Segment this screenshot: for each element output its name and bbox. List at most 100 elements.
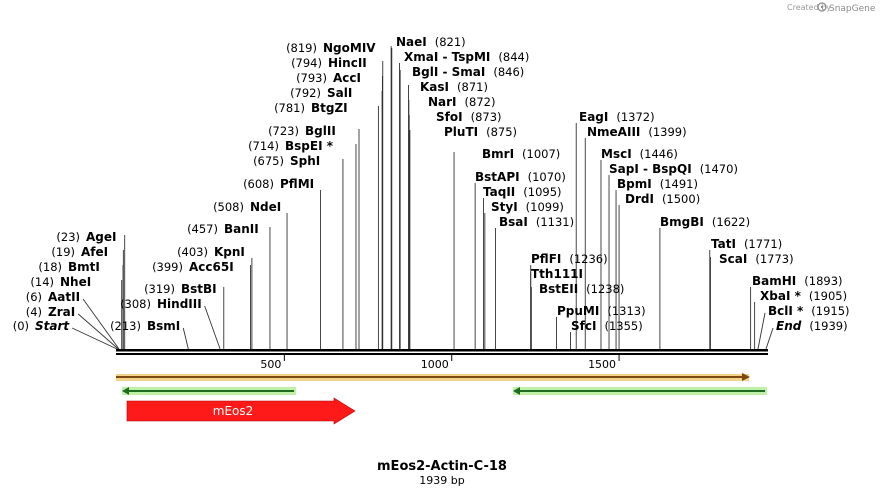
site-position-acci: (793) xyxy=(296,71,327,85)
site-position-sapi-bspqi: (1470) xyxy=(700,162,738,176)
site-position-eagi: (1372) xyxy=(616,110,654,124)
site-label-bmgbi: BmgBI xyxy=(660,215,704,229)
site-position-acc65i: (399) xyxy=(152,260,183,274)
site-leader-aatii xyxy=(82,298,120,350)
site-position-afei: (19) xyxy=(51,245,75,259)
site-leaders xyxy=(71,46,774,350)
site-position-bgli-smai: (846) xyxy=(493,65,524,79)
site-leader-zrai xyxy=(77,313,119,350)
site-label-bsteii: BstEII xyxy=(539,282,578,296)
ruler: 500 1000 1500 xyxy=(260,355,620,371)
site-label-pflfi: PflFI xyxy=(531,252,561,266)
site-label-eagi: EagI xyxy=(579,110,608,124)
site-position-bamhi: (1893) xyxy=(804,274,842,288)
site-position-nhei: (14) xyxy=(30,275,54,289)
site-position-bmgbi: (1622) xyxy=(712,215,750,229)
feature-meos2-arrow: mEos2 xyxy=(126,397,356,425)
site-label-bstapi: BstAPI xyxy=(475,170,520,184)
site-label-bsai: BsaI xyxy=(499,215,528,229)
site-position-scai: (1773) xyxy=(755,252,793,266)
site-label-zrai: ZraI xyxy=(48,305,75,319)
site-label-bpmi: BpmI xyxy=(617,177,652,191)
restriction-sites: Start (0) ZraI (4) AatII (6) NheI (14) BmtI (18) A… xyxy=(13,35,850,333)
sequence-backbone xyxy=(116,349,768,355)
site-label-bmti: BmtI xyxy=(68,260,100,274)
site-label-ndei: NdeI xyxy=(250,200,281,214)
site-leader-hindiii xyxy=(204,305,221,350)
ruler-tick-label: 500 xyxy=(260,358,281,371)
site-label-acc65i: Acc65I xyxy=(189,260,234,274)
feature-green-arrow xyxy=(513,387,767,395)
feature-orange-bar xyxy=(116,373,750,381)
site-position-ndei: (508) xyxy=(213,200,244,214)
site-position-bsai: (1131) xyxy=(536,215,574,229)
site-leader-bsmi xyxy=(182,327,189,350)
site-label-hindiii: HindIII xyxy=(157,297,202,311)
site-position-aatii: (6) xyxy=(26,290,42,304)
site-position-msci: (1446) xyxy=(640,147,678,161)
site-position-bpmi: (1491) xyxy=(660,177,698,191)
site-position-taqii: (1095) xyxy=(523,185,561,199)
site-position-nari: (872) xyxy=(465,95,496,109)
site-label-start: Start xyxy=(35,319,70,333)
feature-green-arrow xyxy=(122,387,296,395)
site-label-bsmi: BsmI xyxy=(147,319,180,333)
site-label-sphi: SphI xyxy=(290,154,320,168)
site-label-acci: AccI xyxy=(333,71,361,85)
site-label-kasi: KasI xyxy=(420,80,449,94)
map-title: mEos2-Actin-C-18 xyxy=(377,459,507,474)
site-label-ngomiv: NgoMIV xyxy=(323,41,376,55)
site-position-bsteii: (1238) xyxy=(586,282,624,296)
snapgene-logo-icon xyxy=(817,2,827,12)
site-label-nhei: NheI xyxy=(60,275,91,289)
site-position-agei: (23) xyxy=(56,230,80,244)
site-position-naei: (821) xyxy=(435,35,466,49)
site-position-drdi: (1500) xyxy=(662,192,700,206)
site-label-bspei: BspEI * xyxy=(285,139,334,153)
site-position-bmti: (18) xyxy=(38,260,62,274)
site-label-agei: AgeI xyxy=(86,230,116,244)
site-label-msci: MscI xyxy=(601,147,632,161)
site-label-sfoi: SfoI xyxy=(436,110,463,124)
site-label-bamhi: BamHI xyxy=(752,274,796,288)
site-label-xbai: XbaI * xyxy=(760,289,802,303)
site-label-scai: ScaI xyxy=(719,252,747,266)
site-position-pluti: (875) xyxy=(486,125,517,139)
site-position-sfoi: (873) xyxy=(471,110,502,124)
map-length: 1939 bp xyxy=(419,474,464,487)
site-position-ppumi: (1313) xyxy=(607,304,645,318)
site-position-nmeaiii: (1399) xyxy=(648,125,686,139)
site-position-xbai: (1905) xyxy=(809,289,847,303)
site-label-sali: SalI xyxy=(327,86,352,100)
site-position-sfci: (1355) xyxy=(604,319,642,333)
site-position-bcli: (1915) xyxy=(811,304,849,318)
site-position-start: (0) xyxy=(13,319,29,333)
site-position-bmri: (1007) xyxy=(522,147,560,161)
site-label-nari: NarI xyxy=(428,95,457,109)
site-position-xmai-tspmi: (844) xyxy=(498,50,529,64)
site-position-banii: (457) xyxy=(187,222,218,236)
site-position-zrai: (4) xyxy=(26,305,42,319)
site-label-btgzi: BtgZI xyxy=(311,101,348,115)
site-label-tati: TatI xyxy=(711,237,736,251)
created-by-text: Created by xyxy=(787,3,831,12)
site-position-btgzi: (781) xyxy=(274,101,305,115)
site-label-pflmi: PflMI xyxy=(280,177,314,191)
site-label-bmri: BmrI xyxy=(482,147,514,161)
site-label-aatii: AatII xyxy=(48,290,80,304)
site-position-hindiii: (308) xyxy=(120,297,151,311)
site-label-afei: AfeI xyxy=(81,245,108,259)
site-leader-bcli xyxy=(757,312,766,350)
site-label-end: End xyxy=(776,319,802,333)
features-track: mEos2 xyxy=(116,373,767,425)
site-leader-end xyxy=(765,327,774,350)
site-label-naei: NaeI xyxy=(396,35,427,49)
site-position-pflfi: (1236) xyxy=(569,252,607,266)
site-position-bstapi: (1070) xyxy=(528,170,566,184)
site-label-tth111i: Tth111I xyxy=(531,267,583,281)
site-position-bstbi: (319) xyxy=(144,282,175,296)
site-position-sali: (792) xyxy=(290,86,321,100)
site-position-bglii: (723) xyxy=(268,124,299,138)
site-label-bstbi: BstBI xyxy=(181,282,217,296)
